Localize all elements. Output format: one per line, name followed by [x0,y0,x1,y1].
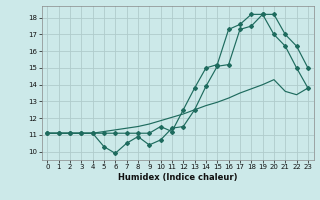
X-axis label: Humidex (Indice chaleur): Humidex (Indice chaleur) [118,173,237,182]
